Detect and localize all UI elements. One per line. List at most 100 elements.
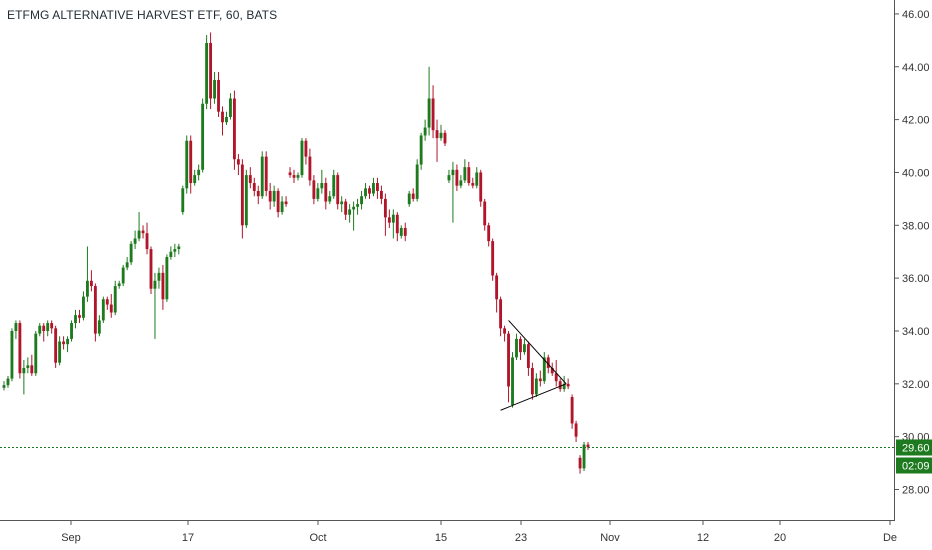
candle (582, 441, 586, 472)
chart-title: ETFMG ALTERNATIVE HARVEST ETF, 60, BATS (7, 8, 278, 22)
candle (78, 309, 81, 324)
candle (530, 362, 534, 400)
triangle-lower-line[interactable] (500, 383, 567, 411)
price-tick-label: 32.00 (902, 379, 930, 391)
candle-body (586, 444, 590, 448)
candle-body (153, 280, 157, 289)
candle-body (236, 159, 240, 165)
price-axis[interactable]: 46.00 44.00 42.00 40.00 38.00 36.00 34.00 32.00… (895, 9, 930, 497)
candle-body (415, 164, 419, 199)
candle (70, 320, 73, 342)
candle-body (352, 206, 356, 210)
candle (26, 357, 30, 374)
candle (487, 222, 491, 247)
candle (236, 153, 240, 176)
candle (491, 238, 495, 281)
candle (213, 72, 216, 104)
candle (360, 190, 363, 210)
candle-body (491, 241, 495, 276)
candle-body (133, 238, 137, 244)
candle (30, 354, 34, 376)
candle-body (50, 323, 54, 329)
candle-body (213, 79, 216, 99)
candle (455, 164, 459, 191)
candle (22, 360, 26, 395)
candle-body (260, 156, 264, 197)
candle (372, 177, 375, 197)
price-tick-label: 38.00 (902, 220, 930, 232)
candle-body (566, 383, 570, 387)
candle (300, 138, 304, 178)
candle (451, 161, 455, 223)
candle (431, 85, 435, 139)
candle-body (113, 286, 117, 313)
candle (519, 336, 522, 361)
candle (356, 198, 360, 215)
candle-body (201, 103, 205, 170)
candle-body (141, 230, 145, 234)
candle (308, 148, 312, 186)
candle-body (312, 180, 316, 199)
candle-body (62, 341, 66, 345)
candle-body (272, 190, 276, 202)
candle (312, 175, 316, 205)
candle-body (407, 193, 411, 205)
candle-body (288, 172, 292, 176)
candle (304, 138, 308, 165)
candle-body (217, 79, 220, 112)
candle (165, 254, 169, 302)
candle (54, 325, 58, 368)
candle (181, 185, 185, 215)
candle-body (443, 132, 447, 144)
triangle-upper-line[interactable] (508, 320, 567, 385)
candle-body (6, 378, 10, 386)
candle-body (511, 357, 514, 405)
candle-body (471, 183, 475, 186)
candle (415, 159, 419, 202)
candle-body (403, 227, 407, 236)
price-tick-label: 34.00 (902, 326, 930, 338)
candle-body (252, 183, 256, 191)
candle-body (185, 140, 189, 189)
candle-body (284, 201, 288, 205)
candle (475, 167, 479, 189)
candle-body (463, 167, 467, 181)
candle (284, 196, 288, 207)
candle (507, 330, 510, 403)
candle (483, 198, 487, 231)
candle (260, 151, 264, 199)
candle (328, 190, 332, 205)
candle-body (483, 201, 487, 226)
candle-body (538, 378, 542, 382)
candle (292, 169, 296, 184)
candle (316, 183, 320, 202)
time-axis[interactable]: Sep 17 Oct 15 23 Nov 12 20 De (61, 521, 897, 544)
candle-body (296, 175, 300, 178)
candle (82, 291, 85, 321)
candle (272, 185, 276, 207)
candle-body (423, 127, 427, 136)
candle-body (356, 204, 360, 207)
candle-body (475, 172, 479, 186)
candle-body (205, 42, 209, 104)
candle (391, 209, 395, 239)
candle-body (264, 156, 268, 191)
candle-body (173, 249, 177, 252)
candle (6, 375, 10, 388)
candle-body (38, 325, 42, 334)
time-tick-label: 23 (515, 532, 527, 544)
candle-body (348, 209, 352, 215)
candle (463, 159, 467, 184)
candle (523, 338, 526, 355)
candle-body (383, 198, 387, 218)
candle-body (225, 116, 228, 123)
candle-body (161, 272, 165, 300)
candle (161, 264, 165, 310)
candle (562, 375, 566, 392)
candle-body (66, 338, 69, 345)
candle-body (391, 214, 395, 223)
candle (46, 320, 50, 337)
candle (109, 293, 113, 318)
candle (435, 119, 439, 162)
